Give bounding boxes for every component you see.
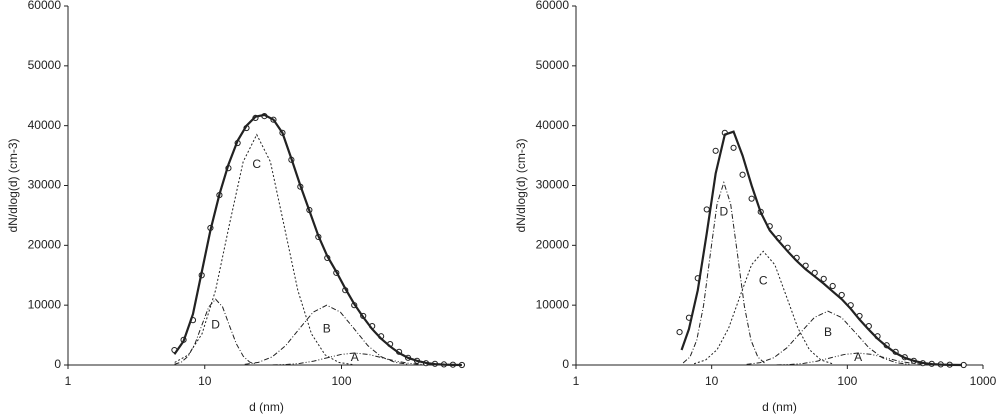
y-tick-label: 50000 <box>536 58 570 72</box>
y-tick-label: 10000 <box>536 297 570 311</box>
y-tick-label: 60000 <box>28 0 62 12</box>
x-axis-label: d (nm) <box>249 400 284 414</box>
y-tick-label: 20000 <box>28 238 62 252</box>
y-tick-label: 40000 <box>28 118 62 132</box>
y-tick-label: 20000 <box>536 238 570 252</box>
x-axis-label: d (nm) <box>762 400 797 414</box>
y-tick-label: 0 <box>54 357 61 371</box>
mode-label: C <box>759 273 768 287</box>
data-point <box>739 171 746 178</box>
y-tick-label: 40000 <box>536 118 570 132</box>
y-axis-label: dN/dlog(d) (cm-3) <box>514 138 528 232</box>
mode-curve <box>174 298 257 365</box>
x-tick-label: 100 <box>331 374 351 388</box>
mode-curve <box>746 310 910 365</box>
data-point <box>730 144 737 151</box>
mode-label: D <box>211 318 220 332</box>
mode-curve <box>272 352 437 366</box>
mode-curve <box>174 133 353 365</box>
data-point <box>703 206 710 213</box>
fit-curve <box>680 130 962 367</box>
mode-curve <box>682 180 765 364</box>
x-tick-label: 1 <box>573 374 580 388</box>
y-tick-label: 30000 <box>28 178 62 192</box>
x-tick-label: 10 <box>198 374 212 388</box>
mode-curve <box>244 304 409 365</box>
y-axis-label: dN/dlog(d) (cm-3) <box>6 138 20 232</box>
fit-curve <box>173 113 462 367</box>
x-tick-label: 100 <box>837 374 857 388</box>
mode-label: C <box>252 157 261 171</box>
data-point <box>712 147 719 154</box>
y-tick-label: 0 <box>562 357 569 371</box>
data-point <box>748 195 755 202</box>
y-tick-label: 30000 <box>536 178 570 192</box>
mode-curve <box>776 352 940 366</box>
mode-label: D <box>720 205 729 219</box>
data-point <box>820 275 827 282</box>
mode-curve <box>693 250 833 365</box>
mode-label: A <box>854 350 862 364</box>
mode-label: B <box>824 325 832 339</box>
mode-label: B <box>323 321 331 335</box>
mode-label: A <box>351 350 359 364</box>
x-tick-label: 10 <box>705 374 719 388</box>
data-point <box>838 291 845 299</box>
data-point <box>829 282 836 290</box>
y-tick-label: 50000 <box>28 58 62 72</box>
x-tick-label: 1000 <box>970 374 997 388</box>
y-tick-label: 10000 <box>28 297 62 311</box>
y-tick-label: 60000 <box>536 0 570 12</box>
data-point <box>676 328 683 336</box>
x-tick-label: 1 <box>65 374 72 388</box>
